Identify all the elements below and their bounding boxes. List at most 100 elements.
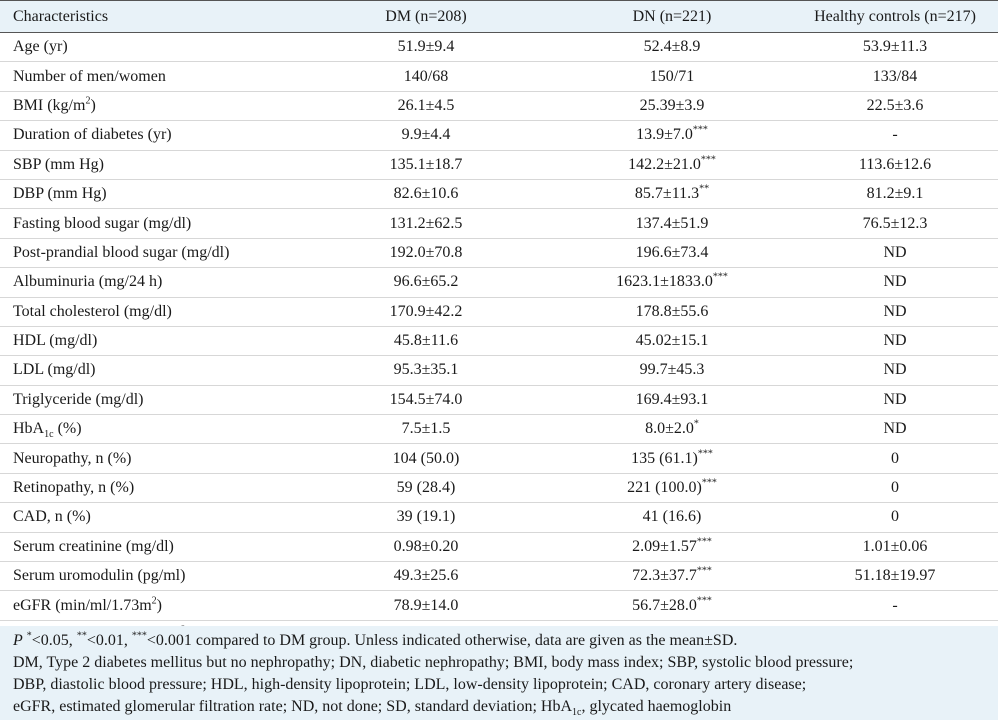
- table-row: Neuropathy, n (%) 104 (50.0) 135 (61.1)***…: [0, 444, 998, 474]
- row-label: Serum creatinine (mg/dl): [0, 532, 300, 561]
- cell-dn: 1623.1±1833.0***: [552, 268, 792, 297]
- significance-marker: *: [693, 418, 699, 430]
- row-label-text: Age (yr): [13, 38, 68, 56]
- cell-dm: 51.9±9.4: [397, 38, 455, 56]
- cell-healthy-controls: 0: [891, 449, 899, 467]
- header-characteristics: Characteristics: [13, 7, 109, 25]
- cell-healthy-controls: 0: [891, 508, 899, 526]
- cell-dn-value: 221 (100.0): [627, 479, 702, 497]
- cell-healthy-controls: 0: [891, 479, 899, 497]
- table-row: CAD, n (%) 39 (19.1) 41 (16.6) 0: [0, 503, 998, 533]
- row-label: HbA1c (%): [0, 415, 300, 444]
- cell-healthy-controls: 113.6±12.6: [858, 155, 932, 173]
- cell-dn: 178.8±55.6: [552, 297, 792, 326]
- table-row: Serum uromodulin (pg/ml) 49.3±25.6 72.3±37…: [0, 562, 998, 591]
- row-label: Duration of diabetes (yr): [0, 121, 300, 150]
- cell-dn: 221 (100.0)***: [552, 473, 792, 502]
- footnote-abbrev-3-sub: 1c: [572, 707, 582, 719]
- cell-dn: 52.4±8.9: [552, 33, 792, 62]
- cell-dn-value: 1623.1±1833.0: [616, 273, 713, 291]
- table-row: DBP (mm Hg) 82.6±10.6 85.7±11.3** 81.2±9.1: [0, 179, 998, 209]
- table-row: Albuminuria (mg/24 h) 96.6±65.2 1623.1±183…: [0, 268, 998, 298]
- cell-dn: 135 (61.1)***: [552, 444, 792, 473]
- cell-dn-value: 8.0±2.0: [645, 420, 694, 438]
- row-label: LDL (mg/dl): [0, 356, 300, 385]
- table-row: Fasting blood sugar (mg/dl) 131.2±62.5 137…: [0, 209, 998, 239]
- header-row: Characteristics DM (n=208) DN (n=221) He…: [0, 0, 998, 33]
- row-label: CAD, n (%): [0, 503, 300, 532]
- cell-dn: 85.7±11.3**: [552, 179, 792, 208]
- cell-dm: 192.0±70.8: [389, 243, 463, 261]
- cell-healthy-controls: 81.2±9.1: [866, 185, 924, 203]
- cell-dn-value: 25.39±3.9: [639, 96, 705, 114]
- cell-dn-value: 178.8±55.6: [635, 302, 709, 320]
- significance-marker: ***: [697, 448, 713, 460]
- table-row: Total cholesterol (mg/dl) 170.9±42.2 178.8…: [0, 297, 998, 327]
- significance-marker: ***: [696, 565, 712, 577]
- footnote-p: P: [13, 632, 23, 649]
- footnote-abbrev-3a: eGFR, estimated glomerular filtration ra…: [13, 698, 572, 715]
- cell-dm: 170.9±42.2: [389, 302, 463, 320]
- characteristics-table: Characteristics DM (n=208) DN (n=221) He…: [0, 0, 998, 650]
- footnote-t3: <0.001 compared to DM group. Unless indi…: [146, 632, 738, 649]
- cell-dm: 104 (50.0): [392, 449, 460, 467]
- footnote-sig2: **: [76, 630, 87, 642]
- row-label: Total cholesterol (mg/dl): [0, 297, 300, 326]
- row-label: Albuminuria (mg/24 h): [0, 268, 300, 297]
- cell-dn: 196.6±73.4: [552, 238, 792, 267]
- cell-healthy-controls: 51.18±19.97: [854, 567, 936, 585]
- cell-dn: 142.2±21.0***: [552, 150, 792, 179]
- cell-dm: 0.98±0.20: [393, 537, 459, 555]
- row-label-text: SBP (mm Hg): [13, 155, 104, 173]
- cell-healthy-controls: 76.5±12.3: [862, 214, 928, 232]
- table-row: Number of men/women 140/68 150/71 133/84: [0, 62, 998, 92]
- row-label-text: Serum creatinine (mg/dl): [13, 537, 174, 555]
- row-label-text: BMI (kg/m: [13, 96, 86, 114]
- row-label-sub: 1c: [44, 429, 54, 441]
- cell-dm: 82.6±10.6: [393, 185, 459, 203]
- footnote-sig1: *: [26, 630, 32, 642]
- cell-dm: 49.3±25.6: [393, 567, 459, 585]
- cell-dn-value: 135 (61.1): [631, 449, 698, 467]
- table-row: SBP (mm Hg) 135.1±18.7 142.2±21.0*** 113.6±…: [0, 150, 998, 180]
- cell-healthy-controls: -: [892, 126, 898, 144]
- table-row: HbA1c (%) 7.5±1.5 8.0±2.0* ND: [0, 415, 998, 444]
- cell-dm: 96.6±65.2: [393, 273, 459, 291]
- significance-marker: **: [699, 183, 710, 195]
- row-label-text: CAD, n (%): [13, 508, 91, 526]
- footnote-abbrev-3: eGFR, estimated glomerular filtration ra…: [13, 696, 998, 718]
- cell-dn-value: 169.4±93.1: [635, 390, 709, 408]
- row-label-tail: ): [90, 96, 96, 114]
- cell-dm: 131.2±62.5: [389, 214, 463, 232]
- row-label-text: Number of men/women: [13, 67, 166, 85]
- cell-dn-value: 142.2±21.0: [628, 155, 701, 173]
- table-row: Retinopathy, n (%) 59 (28.4) 221 (100.0)**…: [0, 473, 998, 503]
- cell-dm: 95.3±35.1: [393, 361, 459, 379]
- cell-healthy-controls: 133/84: [872, 67, 918, 85]
- significance-marker: ***: [712, 271, 728, 283]
- cell-dn: 25.39±3.9: [552, 91, 792, 120]
- table-footnotes: P *<0.05, **<0.01, ***<0.001 compared to…: [0, 626, 998, 720]
- footnote-significance: P *<0.05, **<0.01, ***<0.001 compared to…: [13, 630, 998, 652]
- cell-healthy-controls: ND: [883, 332, 907, 350]
- table-row: eGFR (min/ml/1.73m2) 78.9±14.0 56.7±28.0**…: [0, 591, 998, 621]
- row-label-text: Duration of diabetes (yr): [13, 126, 172, 144]
- table-row: BMI (kg/m2) 26.1±4.5 25.39±3.9 22.5±3.6: [0, 91, 998, 121]
- row-label: DBP (mm Hg): [0, 179, 300, 208]
- footnote-abbrev-1: DM, Type 2 diabetes mellitus but no neph…: [13, 654, 854, 671]
- cell-healthy-controls: ND: [883, 361, 907, 379]
- table-row: Serum creatinine (mg/dl) 0.98±0.20 2.09±1.…: [0, 532, 998, 562]
- row-label: Neuropathy, n (%): [0, 444, 300, 473]
- row-label-text: HbA: [13, 420, 45, 438]
- cell-dm: 7.5±1.5: [401, 420, 451, 438]
- cell-dm: 78.9±14.0: [393, 596, 459, 614]
- cell-dn: 8.0±2.0*: [552, 415, 792, 444]
- row-label: BMI (kg/m2): [0, 91, 300, 120]
- row-label-text: Albuminuria (mg/24 h): [13, 273, 163, 291]
- cell-dn-value: 56.7±28.0: [632, 596, 697, 614]
- cell-dm: 39 (19.1): [396, 508, 456, 526]
- cell-dn-value: 13.9±7.0: [636, 126, 693, 144]
- row-label: Post-prandial blood sugar (mg/dl): [0, 238, 300, 267]
- table-row: HDL (mg/dl) 45.8±11.6 45.02±15.1 ND: [0, 326, 998, 356]
- row-label-sup: 2: [85, 95, 91, 107]
